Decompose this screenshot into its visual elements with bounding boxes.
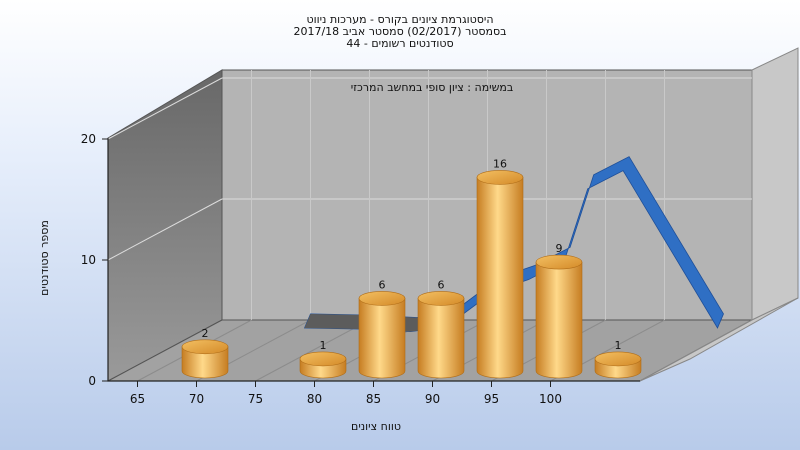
bar: 9 (535, 242, 583, 379)
bar-value-label: 6 (438, 278, 445, 291)
bar: 1 (594, 339, 642, 379)
floor-right (639, 297, 799, 382)
bar-value-label: 1 (320, 339, 327, 352)
bar-top (476, 170, 524, 185)
bar: 6 (358, 278, 406, 379)
bar-top (299, 351, 347, 367)
x-tick-label: 80 (307, 392, 322, 406)
chart-title-line-2: בסמסטר (02/2017) סמסטר אביב 2017/18 (293, 25, 507, 38)
bar-top (181, 339, 229, 355)
bar-body (476, 177, 524, 379)
bar-top (417, 291, 465, 306)
bar-value-label: 16 (493, 157, 507, 170)
bar: 6 (417, 278, 465, 379)
chart-subtitle: במשימה : ציון סופי במחשב המרכזי (351, 81, 514, 94)
bar-value-label: 9 (556, 242, 563, 255)
bar-top (535, 254, 583, 270)
x-tick-label: 90 (425, 392, 440, 406)
bar-body (358, 298, 406, 379)
y-tick-label: 20 (81, 132, 96, 146)
bar-value-label: 2 (202, 327, 209, 340)
right-wall (751, 47, 799, 321)
bar-body (181, 346, 229, 379)
y-tick-label: 0 (88, 374, 96, 388)
x-tick-label: 95 (484, 392, 499, 406)
y-tick-label: 10 (81, 253, 96, 267)
x-tick-label: 85 (366, 392, 381, 406)
bar: 2 (181, 327, 229, 379)
bar: 1 (299, 339, 347, 379)
x-tick-label: 100 (539, 392, 562, 406)
grid-line-floor (255, 319, 370, 382)
chart-title-line-3: סטודנטים רשומים - 44 (346, 37, 454, 50)
bar: 16 (476, 157, 524, 379)
x-axis-label: טווח ציונים (351, 420, 401, 433)
bar-value-label: 1 (615, 339, 622, 352)
bar-body (417, 298, 465, 379)
x-tick-label: 65 (130, 392, 145, 406)
bar-top (594, 351, 642, 367)
grid-line-side (107, 198, 223, 261)
x-tick-label: 70 (189, 392, 204, 406)
x-tick-label: 75 (248, 392, 263, 406)
bar-value-label: 6 (379, 278, 386, 291)
bar-body (535, 261, 583, 379)
chart-title-line-1: היסטוגרמת ציונים בקורס - מערכות ניווט (306, 13, 494, 26)
axes: 0 10 20 65 70 75 80 85 90 95 100 (81, 132, 640, 406)
grid-line-side (107, 77, 223, 140)
y-axis-label: מספר סטודנטים (38, 220, 51, 296)
bar-top (358, 291, 406, 306)
